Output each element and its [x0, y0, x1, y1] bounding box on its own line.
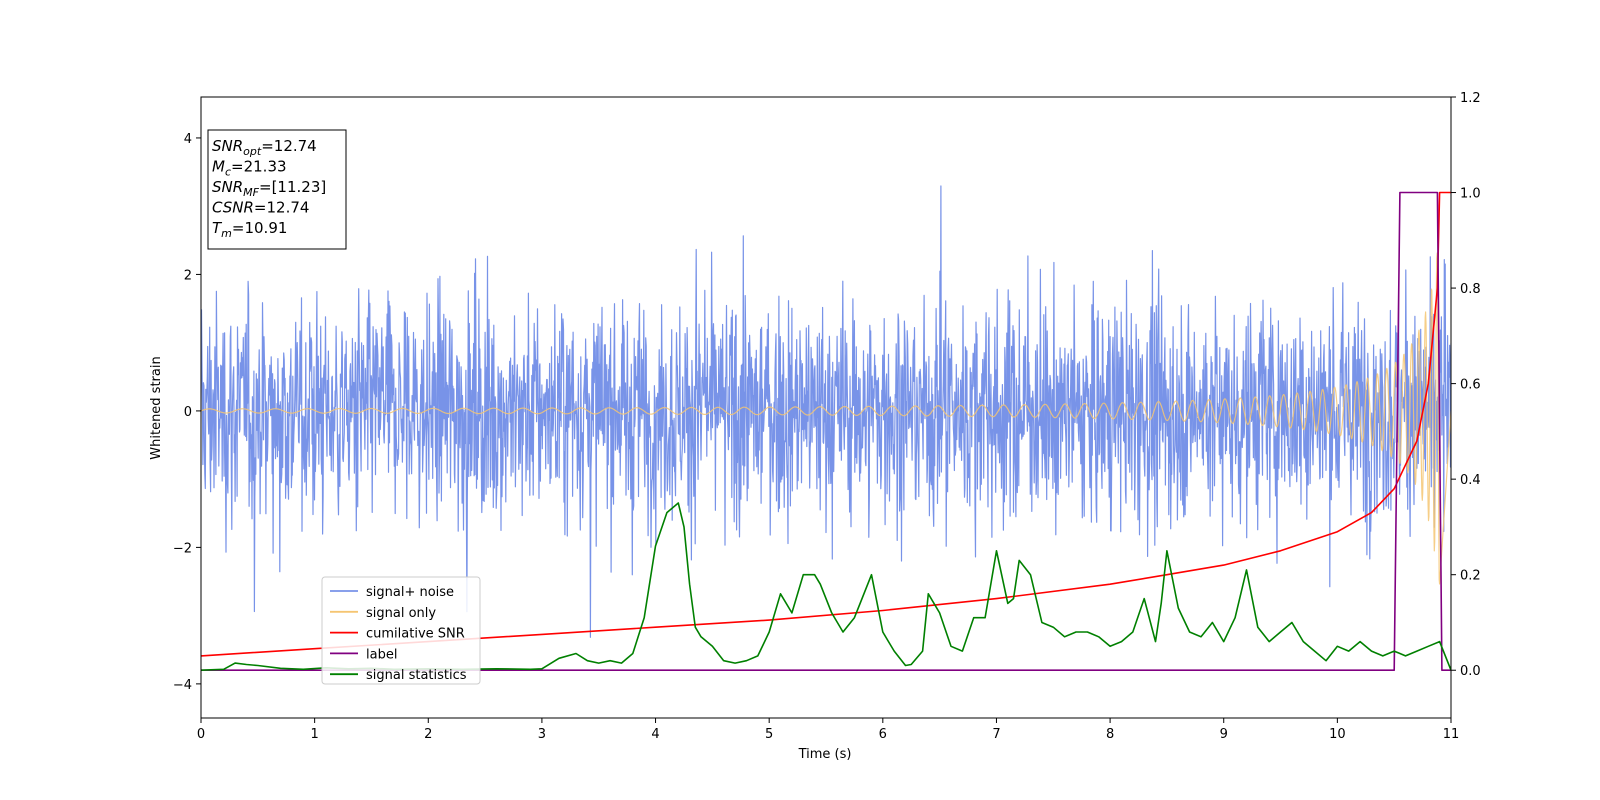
series-signal-statistics: [201, 502, 1451, 671]
y-left-tick-label: −4: [173, 678, 192, 693]
annotation-line: SNRMF=[11.23]: [212, 178, 326, 199]
y-right-tick-label: 0.0: [1460, 664, 1481, 679]
x-tick-label: 6: [879, 727, 887, 742]
y-right-tick-label: 0.6: [1460, 378, 1481, 393]
plot-frame: [200, 96, 1452, 719]
series-cumilative-snr: [201, 191, 1451, 657]
y-right-tick-label: 0.2: [1460, 569, 1481, 584]
series-signal-only: [201, 252, 1451, 585]
y-left-tick-label: 4: [184, 132, 192, 147]
y-right-tick-label: 0.4: [1460, 473, 1481, 488]
y-right-tick-label: 1.2: [1460, 91, 1481, 106]
x-tick-label: 7: [992, 727, 1000, 742]
x-tick-label: 8: [1106, 727, 1114, 742]
x-axis: 0 1 2 3 4 5 6 7 8 9 10 11: [197, 718, 1459, 742]
x-axis-label: Time (s): [798, 747, 852, 762]
y-left-tick-label: 2: [184, 268, 192, 283]
x-tick-label: 3: [538, 727, 546, 742]
y-left-tick-label: 0: [184, 405, 192, 420]
annotation-line: CSNR=12.74: [212, 199, 309, 217]
legend-label: signal+ noise: [366, 585, 454, 600]
legend-label: cumilative SNR: [366, 627, 465, 642]
y-right-tick-label: 1.0: [1460, 187, 1481, 202]
annotation-line: SNRopt=12.74: [212, 137, 317, 158]
y-axis-right: 0.0 0.2 0.4 0.6 0.8 1.0 1.2: [1451, 91, 1481, 679]
annotation-line: Mc=21.33: [212, 158, 287, 179]
series-signal-noise: [201, 185, 1451, 638]
y-axis-label: Whitened strain: [149, 356, 164, 459]
annotation-line: Tm=10.91: [212, 219, 287, 240]
series-label: [201, 191, 1451, 671]
x-tick-label: 1: [310, 727, 318, 742]
annotation-box: SNRopt=12.74Mc=21.33SNRMF=[11.23]CSNR=12…: [207, 129, 347, 250]
y-axis-left: −4 −2 0 2 4: [173, 132, 201, 693]
x-tick-label: 2: [424, 727, 432, 742]
x-tick-label: 0: [197, 727, 205, 742]
legend-label: signal statistics: [366, 668, 467, 683]
x-tick-label: 10: [1329, 727, 1346, 742]
y-right-tick-label: 0.8: [1460, 282, 1481, 297]
legend: signal+ noise signal only cumilative SNR la…: [321, 576, 481, 685]
x-tick-label: 5: [765, 727, 773, 742]
legend-label: signal only: [366, 606, 436, 621]
x-tick-label: 4: [651, 727, 659, 742]
legend-label: label: [366, 647, 397, 662]
x-tick-label: 9: [1220, 727, 1228, 742]
series-layer: [201, 185, 1451, 671]
x-tick-label: 11: [1443, 727, 1460, 742]
y-left-tick-label: −2: [173, 541, 192, 556]
